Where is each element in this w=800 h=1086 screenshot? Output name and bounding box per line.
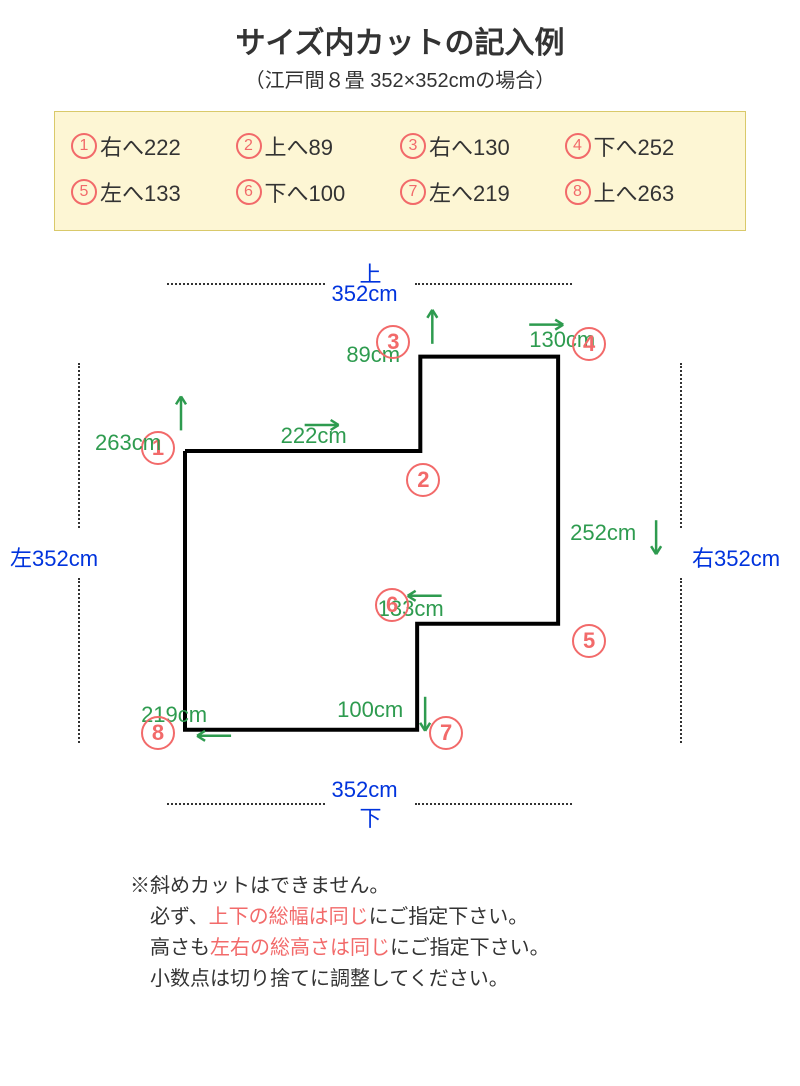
legend-number-icon: 8 — [565, 179, 591, 205]
legend-text: 右へ130 — [429, 130, 510, 162]
segment-label: 100cm — [337, 697, 403, 723]
legend-text: 上へ89 — [265, 130, 333, 162]
page-title: サイズ内カットの記入例 — [0, 18, 800, 62]
note-line-2: 必ず、上下の総幅は同じにご指定下さい。 — [130, 902, 800, 933]
legend-number-icon: 1 — [71, 133, 97, 159]
legend-text: 左へ133 — [100, 176, 181, 208]
legend-item: 5左へ133 — [71, 176, 236, 208]
legend-number-icon: 2 — [236, 133, 262, 159]
segment-label: 222cm — [281, 423, 347, 449]
legend-number-icon: 5 — [71, 179, 97, 205]
legend-text: 下へ252 — [594, 130, 675, 162]
notes: ※斜めカットはできません。 必ず、上下の総幅は同じにご指定下さい。 高さも左右の… — [130, 871, 800, 995]
shape-node: 4 — [572, 327, 606, 361]
legend-number-icon: 4 — [565, 133, 591, 159]
legend-item: 4下へ252 — [565, 130, 730, 162]
legend-number-icon: 7 — [400, 179, 426, 205]
legend-item: 2上へ89 — [236, 130, 401, 162]
legend-item: 1右へ222 — [71, 130, 236, 162]
diagram-area: 上 352cm 352cm 下 左352cm 右352cm 1222cm289c… — [0, 231, 800, 871]
legend-item: 3右へ130 — [400, 130, 565, 162]
legend-item: 7左へ219 — [400, 176, 565, 208]
segment-label: 263cm — [95, 430, 161, 456]
note-line-3: 高さも左右の総高さは同じにご指定下さい。 — [130, 933, 800, 964]
legend-text: 右へ222 — [100, 130, 181, 162]
legend-text: 下へ100 — [265, 176, 346, 208]
legend-number-icon: 6 — [236, 179, 262, 205]
shape-node: 5 — [572, 624, 606, 658]
legend-text: 上へ263 — [594, 176, 675, 208]
shape-node: 8 — [141, 716, 175, 750]
legend-item: 8上へ263 — [565, 176, 730, 208]
shape-node: 6 — [375, 588, 409, 622]
legend-number-icon: 3 — [400, 133, 426, 159]
shape-node: 7 — [429, 716, 463, 750]
note-line-4: 小数点は切り捨てに調整してください。 — [130, 964, 800, 995]
shape-node: 3 — [376, 325, 410, 359]
legend-box: 1右へ2222上へ893右へ1304下へ2525左へ1336下へ1007左へ21… — [54, 111, 746, 231]
page-subtitle: （江戸間８畳 352×352cmの場合） — [0, 64, 800, 93]
legend-item: 6下へ100 — [236, 176, 401, 208]
note-line-1: ※斜めカットはできません。 — [130, 871, 800, 902]
segment-label: 252cm — [570, 520, 636, 546]
legend-text: 左へ219 — [429, 176, 510, 208]
